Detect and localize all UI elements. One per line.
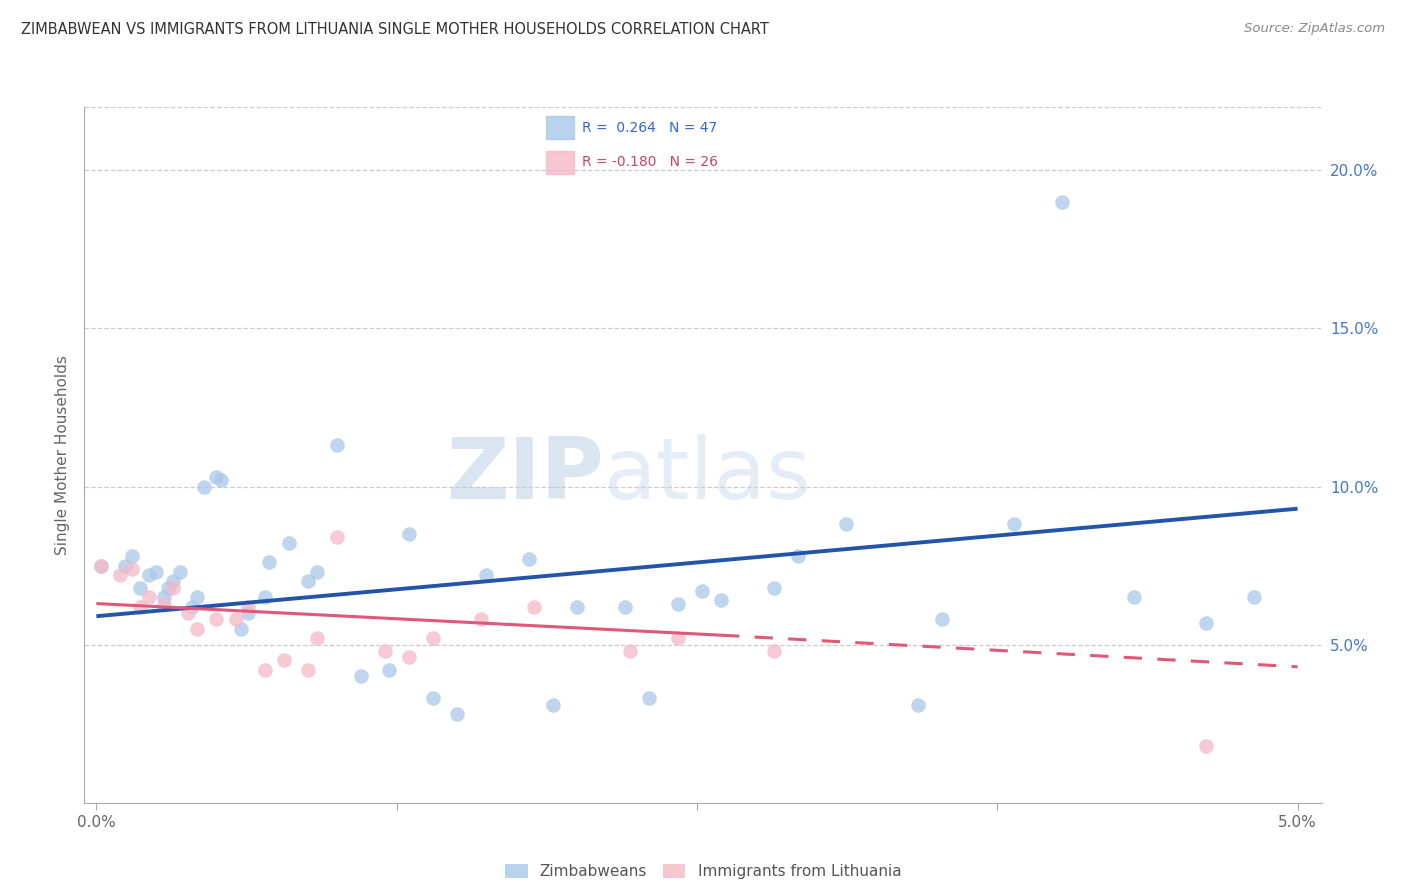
Point: [128, 599, 150, 614]
Point: [710, 593, 733, 607]
Point: [186, 591, 208, 605]
Point: [378, 663, 401, 677]
Point: [1123, 591, 1146, 605]
Point: [690, 583, 713, 598]
Text: ZIMBABWEAN VS IMMIGRANTS FROM LITHUANIA SINGLE MOTHER HOUSEHOLDS CORRELATION CHA: ZIMBABWEAN VS IMMIGRANTS FROM LITHUANIA …: [21, 22, 769, 37]
Point: [128, 581, 150, 595]
Point: [931, 612, 953, 626]
Point: [523, 599, 546, 614]
Point: [169, 565, 191, 579]
Legend: Zimbabweans, Immigrants from Lithuania: Zimbabweans, Immigrants from Lithuania: [499, 858, 907, 886]
Point: [1195, 739, 1218, 753]
Point: [152, 597, 174, 611]
Point: [121, 562, 143, 576]
Point: [277, 536, 299, 550]
Point: [121, 549, 143, 563]
Point: [350, 669, 373, 683]
Point: [1050, 194, 1073, 209]
Point: [666, 632, 689, 646]
Text: ZIP: ZIP: [446, 434, 605, 517]
Point: [253, 663, 276, 677]
Point: [666, 597, 689, 611]
Point: [474, 568, 496, 582]
Text: R =  0.264   N = 47: R = 0.264 N = 47: [582, 120, 717, 135]
Point: [205, 470, 228, 484]
Point: [619, 644, 641, 658]
Point: [110, 568, 132, 582]
Point: [762, 644, 785, 658]
Point: [541, 698, 564, 712]
Point: [90, 558, 112, 573]
Point: [307, 632, 329, 646]
Point: [138, 591, 160, 605]
Point: [470, 612, 492, 626]
Point: [259, 556, 281, 570]
Point: [422, 691, 444, 706]
Point: [236, 599, 259, 614]
Point: [253, 591, 276, 605]
Point: [398, 527, 420, 541]
Point: [186, 622, 208, 636]
Point: [1195, 615, 1218, 630]
Point: [1243, 591, 1265, 605]
Point: [145, 565, 167, 579]
Point: [297, 574, 319, 589]
Point: [114, 558, 136, 573]
Point: [209, 473, 232, 487]
Point: [162, 574, 184, 589]
Point: [236, 606, 259, 620]
Point: [565, 599, 588, 614]
Point: [398, 650, 420, 665]
Point: [152, 591, 174, 605]
Point: [325, 438, 347, 452]
Point: [225, 612, 247, 626]
Text: R = -0.180   N = 26: R = -0.180 N = 26: [582, 155, 718, 169]
Point: [374, 644, 396, 658]
Point: [138, 568, 160, 582]
Point: [613, 599, 636, 614]
Point: [325, 530, 347, 544]
Point: [205, 612, 228, 626]
Point: [162, 581, 184, 595]
Point: [273, 653, 295, 667]
Point: [1002, 517, 1025, 532]
Point: [157, 581, 180, 595]
Point: [446, 707, 468, 722]
Point: [90, 558, 112, 573]
Point: [907, 698, 929, 712]
Point: [835, 517, 858, 532]
Text: atlas: atlas: [605, 434, 813, 517]
Point: [517, 552, 540, 566]
Text: Source: ZipAtlas.com: Source: ZipAtlas.com: [1244, 22, 1385, 36]
Point: [229, 622, 252, 636]
Bar: [546, 116, 574, 139]
Point: [307, 565, 329, 579]
Point: [193, 479, 215, 493]
Point: [786, 549, 808, 563]
Point: [762, 581, 785, 595]
Bar: [546, 151, 574, 174]
Point: [638, 691, 661, 706]
Point: [422, 632, 444, 646]
Point: [176, 606, 198, 620]
Y-axis label: Single Mother Households: Single Mother Households: [55, 355, 70, 555]
Point: [297, 663, 319, 677]
Point: [181, 599, 204, 614]
